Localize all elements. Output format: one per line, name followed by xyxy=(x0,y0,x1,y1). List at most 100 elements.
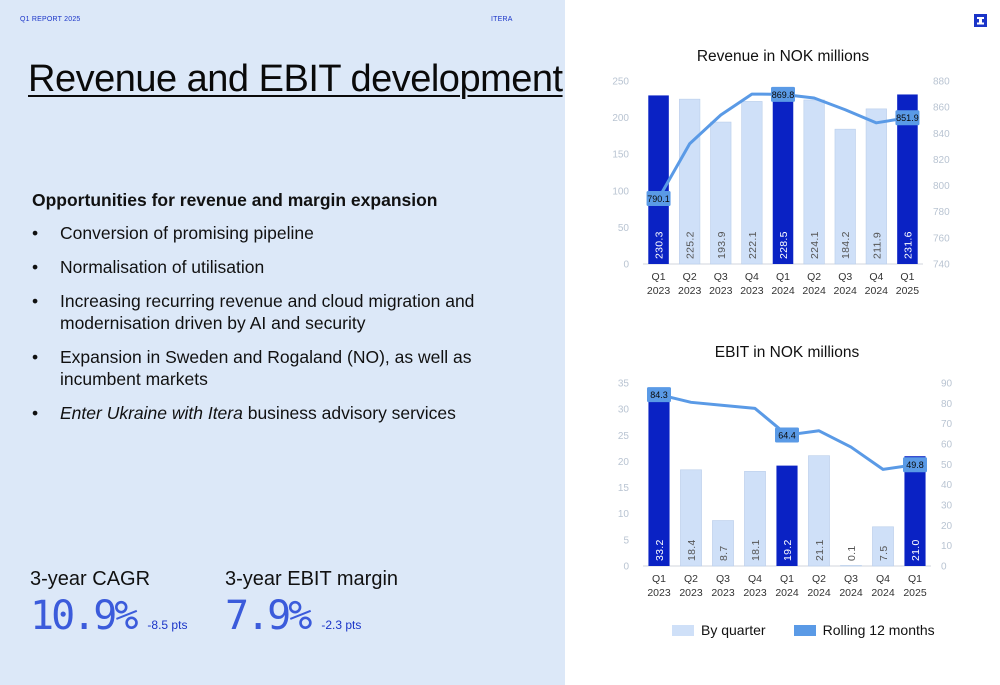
x-tick-label: 2023 xyxy=(679,587,703,599)
kpi-label: 3-year CAGR xyxy=(30,568,151,590)
bullet-item: Expansion in Sweden and Rogaland (NO), a… xyxy=(32,346,502,390)
chart-bar xyxy=(712,520,734,567)
kpi-value: 7.9% xyxy=(225,593,312,639)
x-tick-label: 2024 xyxy=(865,285,889,297)
y-tick-label: 15 xyxy=(618,483,630,494)
page-title: Revenue and EBIT development xyxy=(28,58,563,100)
bar-value-label: 230.3 xyxy=(654,231,666,259)
y2-tick-label: 70 xyxy=(941,419,953,430)
x-tick-label: 2023 xyxy=(743,587,767,599)
left-panel: Q1 REPORT 2025 ITERA Revenue and EBIT de… xyxy=(0,0,565,685)
chart-title: EBIT in NOK millions xyxy=(715,344,860,361)
x-tick-label: Q2 xyxy=(807,271,821,283)
x-tick-label: 2024 xyxy=(775,587,799,599)
line-label-box xyxy=(775,427,799,443)
bar-value-label: 19.2 xyxy=(782,539,794,561)
line-label-box xyxy=(647,387,671,403)
chart-bar xyxy=(680,469,702,567)
y-tick-label: 5 xyxy=(623,535,629,546)
y2-tick-label: 760 xyxy=(933,233,950,244)
itera-logo-icon xyxy=(974,14,987,27)
chart-bar xyxy=(803,99,825,265)
y2-tick-label: 60 xyxy=(941,440,953,451)
chart-bar xyxy=(904,456,926,566)
line-value-label: 790.1 xyxy=(647,194,670,204)
kpi-value: 10.9% xyxy=(30,593,138,639)
x-tick-label: 2024 xyxy=(871,587,895,599)
x-tick-label: 2024 xyxy=(802,285,826,297)
x-tick-label: Q2 xyxy=(812,573,826,585)
kpi-delta: -8.5 pts xyxy=(147,618,188,632)
chart-title: Revenue in NOK millions xyxy=(697,48,870,65)
legend-swatch-light xyxy=(672,624,694,636)
bar-value-label: 184.2 xyxy=(840,231,852,259)
chart-bar xyxy=(772,96,794,264)
line-value-label: 869.8 xyxy=(772,90,795,100)
y2-tick-label: 840 xyxy=(933,129,950,140)
y2-tick-label: 740 xyxy=(933,260,950,271)
chart-bar xyxy=(744,471,766,567)
x-tick-label: Q2 xyxy=(684,573,698,585)
line-label-box xyxy=(771,86,795,102)
x-tick-label: 2023 xyxy=(647,285,671,297)
y2-tick-label: 20 xyxy=(941,521,953,532)
bullet-text: business advisory services xyxy=(242,403,456,423)
bar-value-label: 231.6 xyxy=(902,231,914,259)
y2-tick-label: 40 xyxy=(941,480,953,491)
y-tick-label: 100 xyxy=(612,186,629,197)
opportunities-heading: Opportunities for revenue and margin exp… xyxy=(32,190,438,210)
x-tick-label: Q1 xyxy=(780,573,794,585)
x-tick-label: Q3 xyxy=(714,271,728,283)
bar-value-label: 33.2 xyxy=(654,539,666,561)
bullet-item: Increasing recurring revenue and cloud m… xyxy=(32,290,502,334)
report-label: Q1 REPORT 2025 xyxy=(20,16,81,23)
bullet-italic-text: Enter Ukraine with Itera xyxy=(60,403,243,423)
kpi-cagr: 3-year CAGR 10.9% -8.5 pts xyxy=(30,568,187,639)
bar-value-label: 0.1 xyxy=(846,546,858,562)
line-value-label: 64.4 xyxy=(778,431,796,441)
kpi-ebit-margin: 3-year EBIT margin 7.9% -2.3 pts xyxy=(225,568,398,639)
legend-label: Rolling 12 months xyxy=(822,622,935,638)
x-tick-label: Q1 xyxy=(776,271,790,283)
y-tick-label: 150 xyxy=(612,150,629,161)
chart-bar xyxy=(808,455,830,567)
y-tick-label: 20 xyxy=(618,457,630,468)
bar-value-label: 224.1 xyxy=(809,231,821,259)
bar-value-label: 228.5 xyxy=(778,231,790,259)
y2-tick-label: 0 xyxy=(941,562,947,573)
y2-tick-label: 860 xyxy=(933,103,950,114)
chart-legend: By quarter Rolling 12 months xyxy=(672,622,963,638)
x-tick-label: 2024 xyxy=(839,587,863,599)
y2-tick-label: 30 xyxy=(941,501,953,512)
chart-bar xyxy=(710,121,732,265)
y-tick-label: 35 xyxy=(618,379,630,390)
x-tick-label: 2023 xyxy=(678,285,702,297)
y2-tick-label: 800 xyxy=(933,181,950,192)
y-tick-label: 25 xyxy=(618,431,630,442)
line-label-box xyxy=(903,457,927,473)
x-tick-label: Q3 xyxy=(838,271,852,283)
x-tick-label: 2023 xyxy=(711,587,735,599)
x-tick-label: 2025 xyxy=(903,587,927,599)
bar-value-label: 21.1 xyxy=(814,539,826,561)
x-tick-label: Q1 xyxy=(652,573,666,585)
y-tick-label: 250 xyxy=(612,77,629,88)
y2-tick-label: 50 xyxy=(941,460,953,471)
x-tick-label: 2024 xyxy=(807,587,831,599)
y2-tick-label: 820 xyxy=(933,155,950,166)
y2-tick-label: 90 xyxy=(941,379,953,390)
y-tick-label: 0 xyxy=(623,562,629,573)
y2-tick-label: 80 xyxy=(941,399,953,410)
x-tick-label: 2025 xyxy=(896,285,920,297)
legend-by-quarter: By quarter xyxy=(672,622,766,638)
kpi-label: 3-year EBIT margin xyxy=(225,568,399,590)
company-label: ITERA xyxy=(491,16,513,23)
legend-rolling: Rolling 12 months xyxy=(793,622,935,638)
x-tick-label: Q4 xyxy=(745,271,759,283)
x-tick-label: Q4 xyxy=(876,573,890,585)
bullet-item: Normalisation of utilisation xyxy=(32,256,502,278)
bar-value-label: 222.1 xyxy=(747,231,759,259)
x-tick-label: 2024 xyxy=(834,285,858,297)
chart-bar xyxy=(776,465,798,566)
y-tick-label: 10 xyxy=(618,509,630,520)
